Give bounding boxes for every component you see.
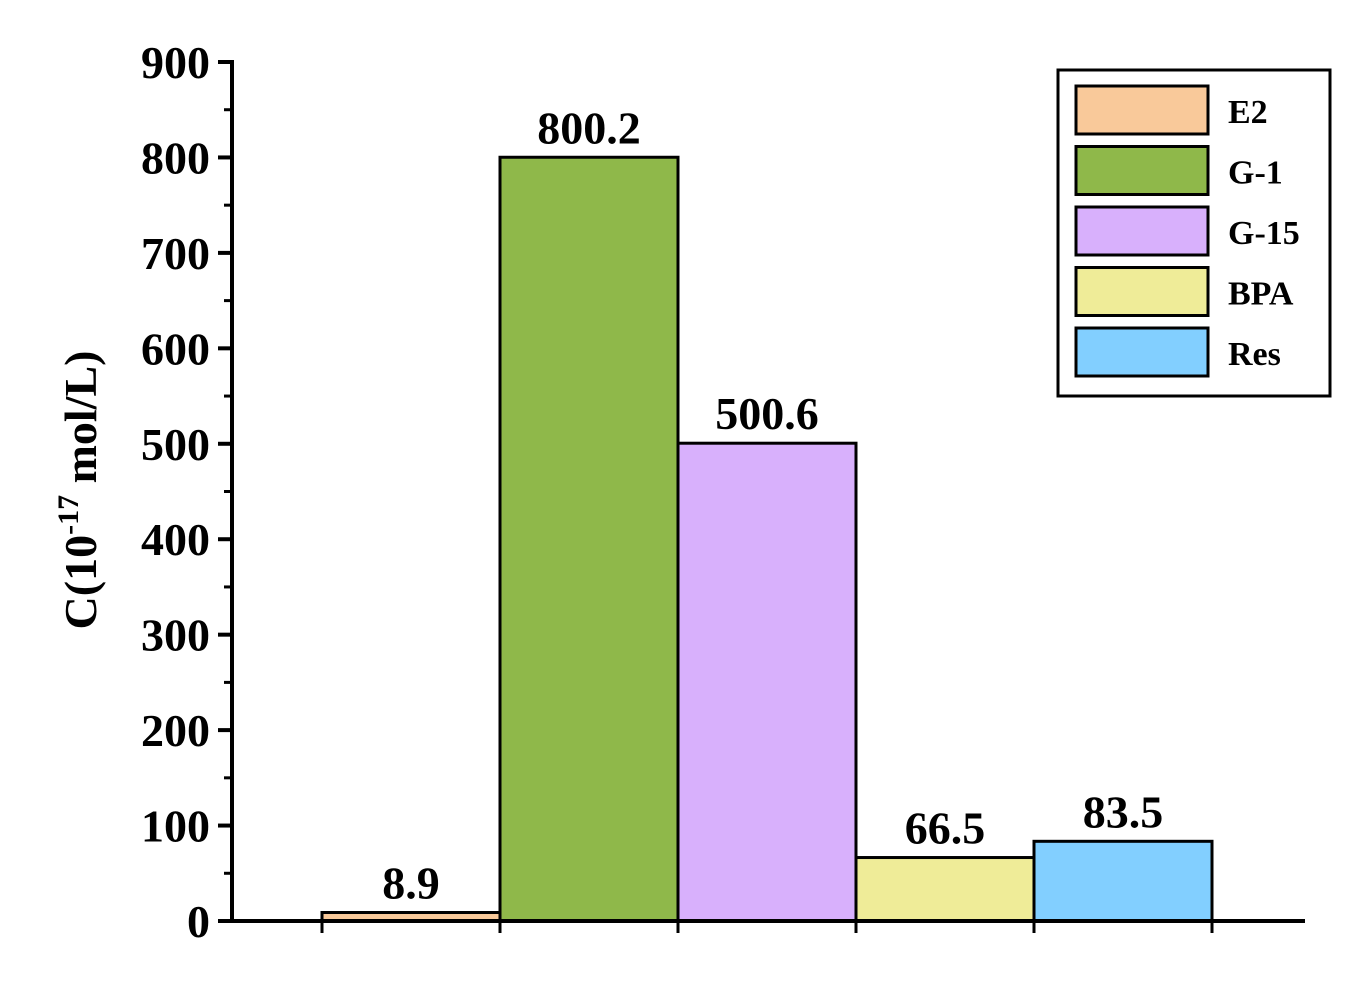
data-labels-group: 8.9 800.2 500.6 66.5 83.5 bbox=[382, 102, 1163, 908]
y-tick-label: 100 bbox=[141, 801, 210, 852]
y-axis-title-prefix: C(10 bbox=[55, 535, 106, 630]
legend-swatch-bpa bbox=[1074, 266, 1210, 317]
data-label-e2: 8.9 bbox=[382, 858, 440, 909]
legend-swatch-e2 bbox=[1074, 84, 1210, 136]
y-tick-label: 500 bbox=[141, 419, 210, 470]
bar-g-15 bbox=[676, 441, 858, 923]
y-tick-label: 400 bbox=[141, 514, 210, 565]
y-tick-label: 800 bbox=[141, 132, 210, 183]
data-label-g-15: 500.6 bbox=[715, 388, 819, 439]
legend-label-res: Res bbox=[1228, 336, 1281, 373]
bar-res bbox=[1032, 839, 1214, 923]
data-label-bpa: 66.5 bbox=[905, 803, 986, 854]
bar-g-1 bbox=[498, 155, 680, 923]
y-tick-label: 300 bbox=[141, 610, 210, 661]
data-label-res: 83.5 bbox=[1083, 786, 1164, 837]
y-tick-label: 700 bbox=[141, 228, 210, 279]
y-axis-title: C(10-17 mol/L) bbox=[52, 351, 106, 630]
y-tick-label: 200 bbox=[141, 705, 210, 756]
legend-swatch-res bbox=[1074, 326, 1210, 378]
legend-swatch-g-1 bbox=[1074, 145, 1210, 196]
legend-label-g-1: G-1 bbox=[1228, 155, 1283, 192]
legend: E2 G-1 G-15 BPA Res bbox=[1056, 68, 1332, 398]
legend-label-bpa: BPA bbox=[1228, 276, 1294, 313]
y-tick-label: 0 bbox=[187, 896, 210, 947]
legend-label-g-15: G-15 bbox=[1228, 215, 1300, 252]
y-axis-title-superscript: -17 bbox=[52, 495, 85, 535]
y-axis-title-suffix: mol/L) bbox=[55, 351, 106, 495]
bar-bpa bbox=[854, 856, 1036, 923]
y-tick-label: 900 bbox=[141, 37, 210, 88]
data-label-g-1: 800.2 bbox=[537, 102, 641, 153]
legend-swatch-g-15 bbox=[1074, 205, 1210, 257]
y-tick-label: 600 bbox=[141, 323, 210, 374]
bars-group bbox=[320, 155, 1214, 923]
legend-label-e2: E2 bbox=[1228, 94, 1268, 131]
y-ticks-group: 0 100 200 300 400 500 600 700 800 900 bbox=[141, 37, 232, 947]
